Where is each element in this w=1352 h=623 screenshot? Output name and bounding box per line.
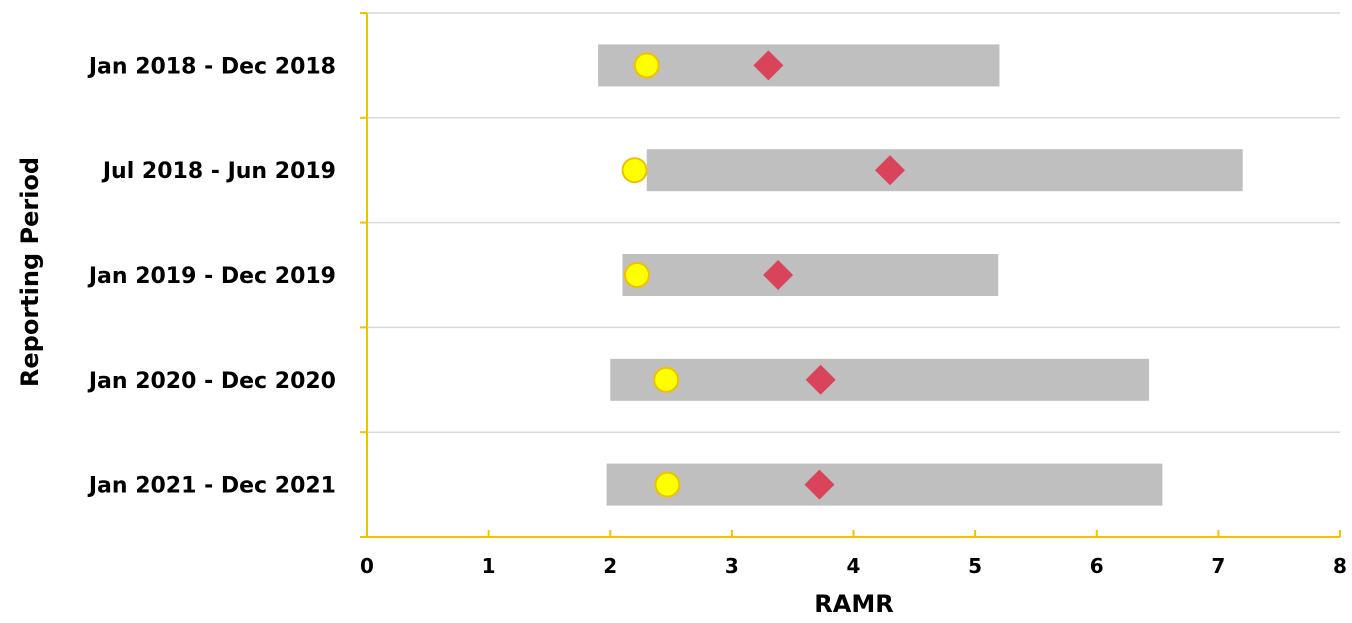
x-tick-label: 7 <box>1211 554 1225 578</box>
circle-marker <box>635 53 659 77</box>
range-bars <box>598 44 1243 505</box>
x-tick-label: 5 <box>968 554 982 578</box>
y-category-label: Jan 2021 - Dec 2021 <box>87 474 336 499</box>
circle-marker <box>623 158 647 182</box>
y-category-label: Jan 2018 - Dec 2018 <box>87 54 336 79</box>
x-tick-label: 2 <box>603 554 617 578</box>
y-category-label: Jul 2018 - Jun 2019 <box>101 159 336 184</box>
x-tick-label: 1 <box>482 554 496 578</box>
circle-marker <box>625 263 649 287</box>
range-bar <box>647 149 1243 191</box>
y-category-label: Jan 2019 - Dec 2019 <box>87 264 336 289</box>
range-bar <box>622 254 998 296</box>
x-tick-label: 6 <box>1090 554 1104 578</box>
range-bar <box>610 359 1149 401</box>
y-category-label: Jan 2020 - Dec 2020 <box>87 369 336 394</box>
circle-marker <box>654 368 678 392</box>
x-tick-label: 4 <box>847 554 861 578</box>
x-tick-label: 3 <box>725 554 739 578</box>
circle-marker <box>655 473 679 497</box>
range-bar <box>607 464 1163 506</box>
x-tick-label: 0 <box>360 554 374 578</box>
x-axis-title: RAMR <box>814 590 893 618</box>
x-tick-label: 8 <box>1333 554 1347 578</box>
y-axis-title: Reporting Period <box>16 157 44 387</box>
